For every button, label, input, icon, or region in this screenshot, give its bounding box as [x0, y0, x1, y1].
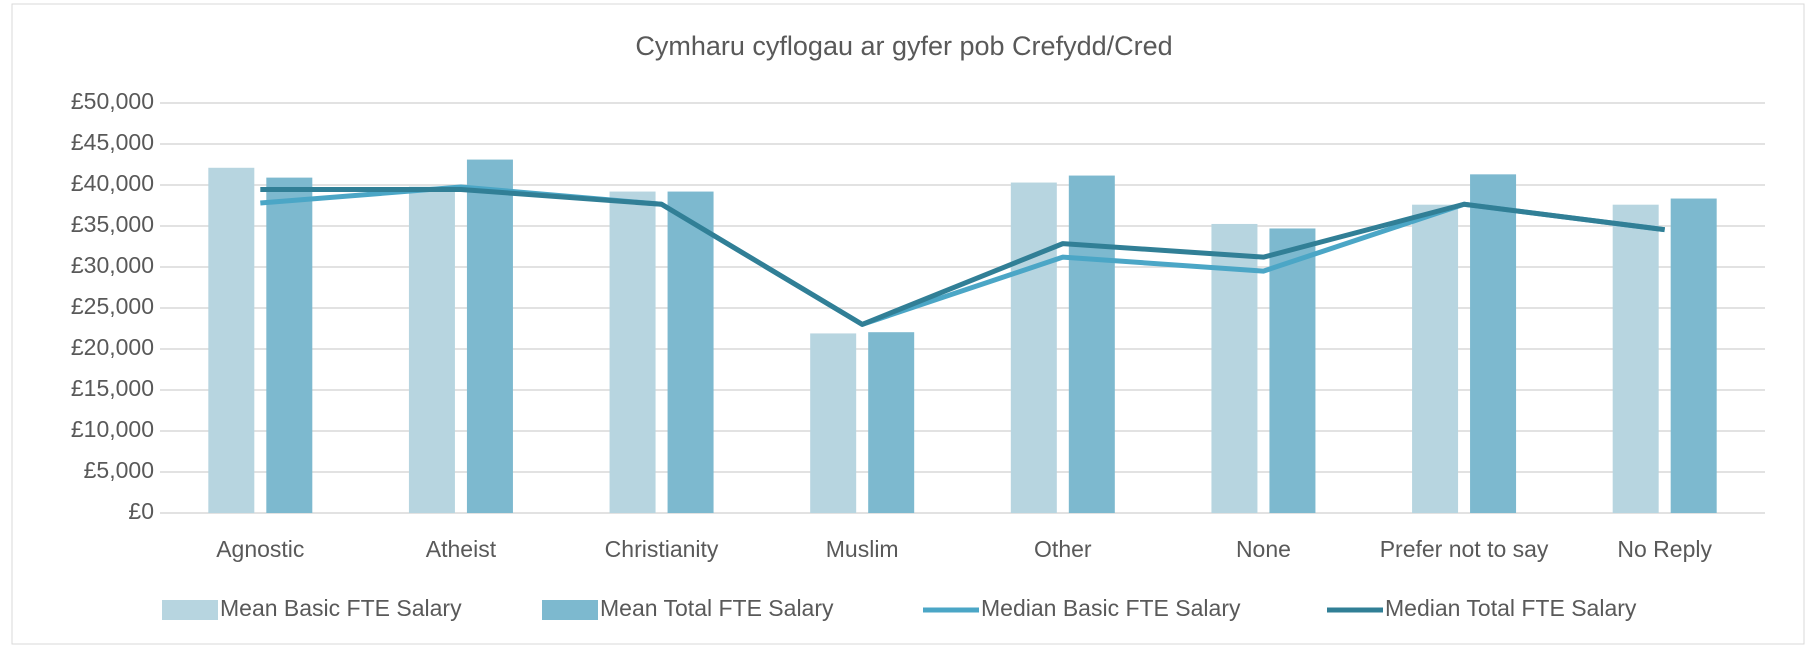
- line: [260, 187, 1666, 327]
- y-tick-label: £50,000: [71, 88, 154, 114]
- y-tick-label: £30,000: [71, 252, 154, 278]
- bar: [466, 159, 513, 513]
- bar: [266, 177, 313, 513]
- x-tick-label: No Reply: [1617, 536, 1712, 562]
- y-tick-label: £40,000: [71, 170, 154, 196]
- bar: [408, 186, 455, 513]
- bar: [1010, 182, 1057, 514]
- bar: [810, 333, 857, 513]
- legend-label: Mean Basic FTE Salary: [220, 595, 462, 621]
- x-tick-label: Muslim: [826, 536, 899, 562]
- legend-swatch: [162, 600, 218, 620]
- bar: [208, 167, 255, 513]
- bar: [1470, 174, 1517, 513]
- bar: [1068, 175, 1115, 513]
- y-tick-label: £20,000: [71, 334, 154, 360]
- legend-label: Median Total FTE Salary: [1385, 595, 1637, 621]
- y-tick-label: £45,000: [71, 129, 154, 155]
- y-tick-label: £35,000: [71, 211, 154, 237]
- x-tick-label: Prefer not to say: [1380, 536, 1549, 562]
- legend-swatch: [542, 600, 598, 620]
- bar: [1412, 204, 1459, 513]
- bar: [609, 191, 656, 513]
- bar: [868, 332, 915, 513]
- chart-title: Cymharu cyflogau ar gyfer pob Crefydd/Cr…: [635, 31, 1172, 61]
- bar: [1269, 228, 1316, 513]
- x-tick-label: Atheist: [426, 536, 497, 562]
- y-tick-label: £15,000: [71, 375, 154, 401]
- legend-label: Median Basic FTE Salary: [981, 595, 1241, 621]
- bar: [1670, 198, 1717, 513]
- x-tick-label: Christianity: [605, 536, 719, 562]
- bar: [667, 191, 714, 513]
- y-tick-label: £5,000: [84, 457, 154, 483]
- y-tick-label: £0: [128, 498, 154, 524]
- y-tick-label: £10,000: [71, 416, 154, 442]
- legend-label: Mean Total FTE Salary: [600, 595, 834, 621]
- x-tick-label: None: [1236, 536, 1291, 562]
- y-tick-label: £25,000: [71, 293, 154, 319]
- bar: [1612, 204, 1659, 513]
- x-tick-label: Other: [1034, 536, 1092, 562]
- x-tick-label: Agnostic: [216, 536, 304, 562]
